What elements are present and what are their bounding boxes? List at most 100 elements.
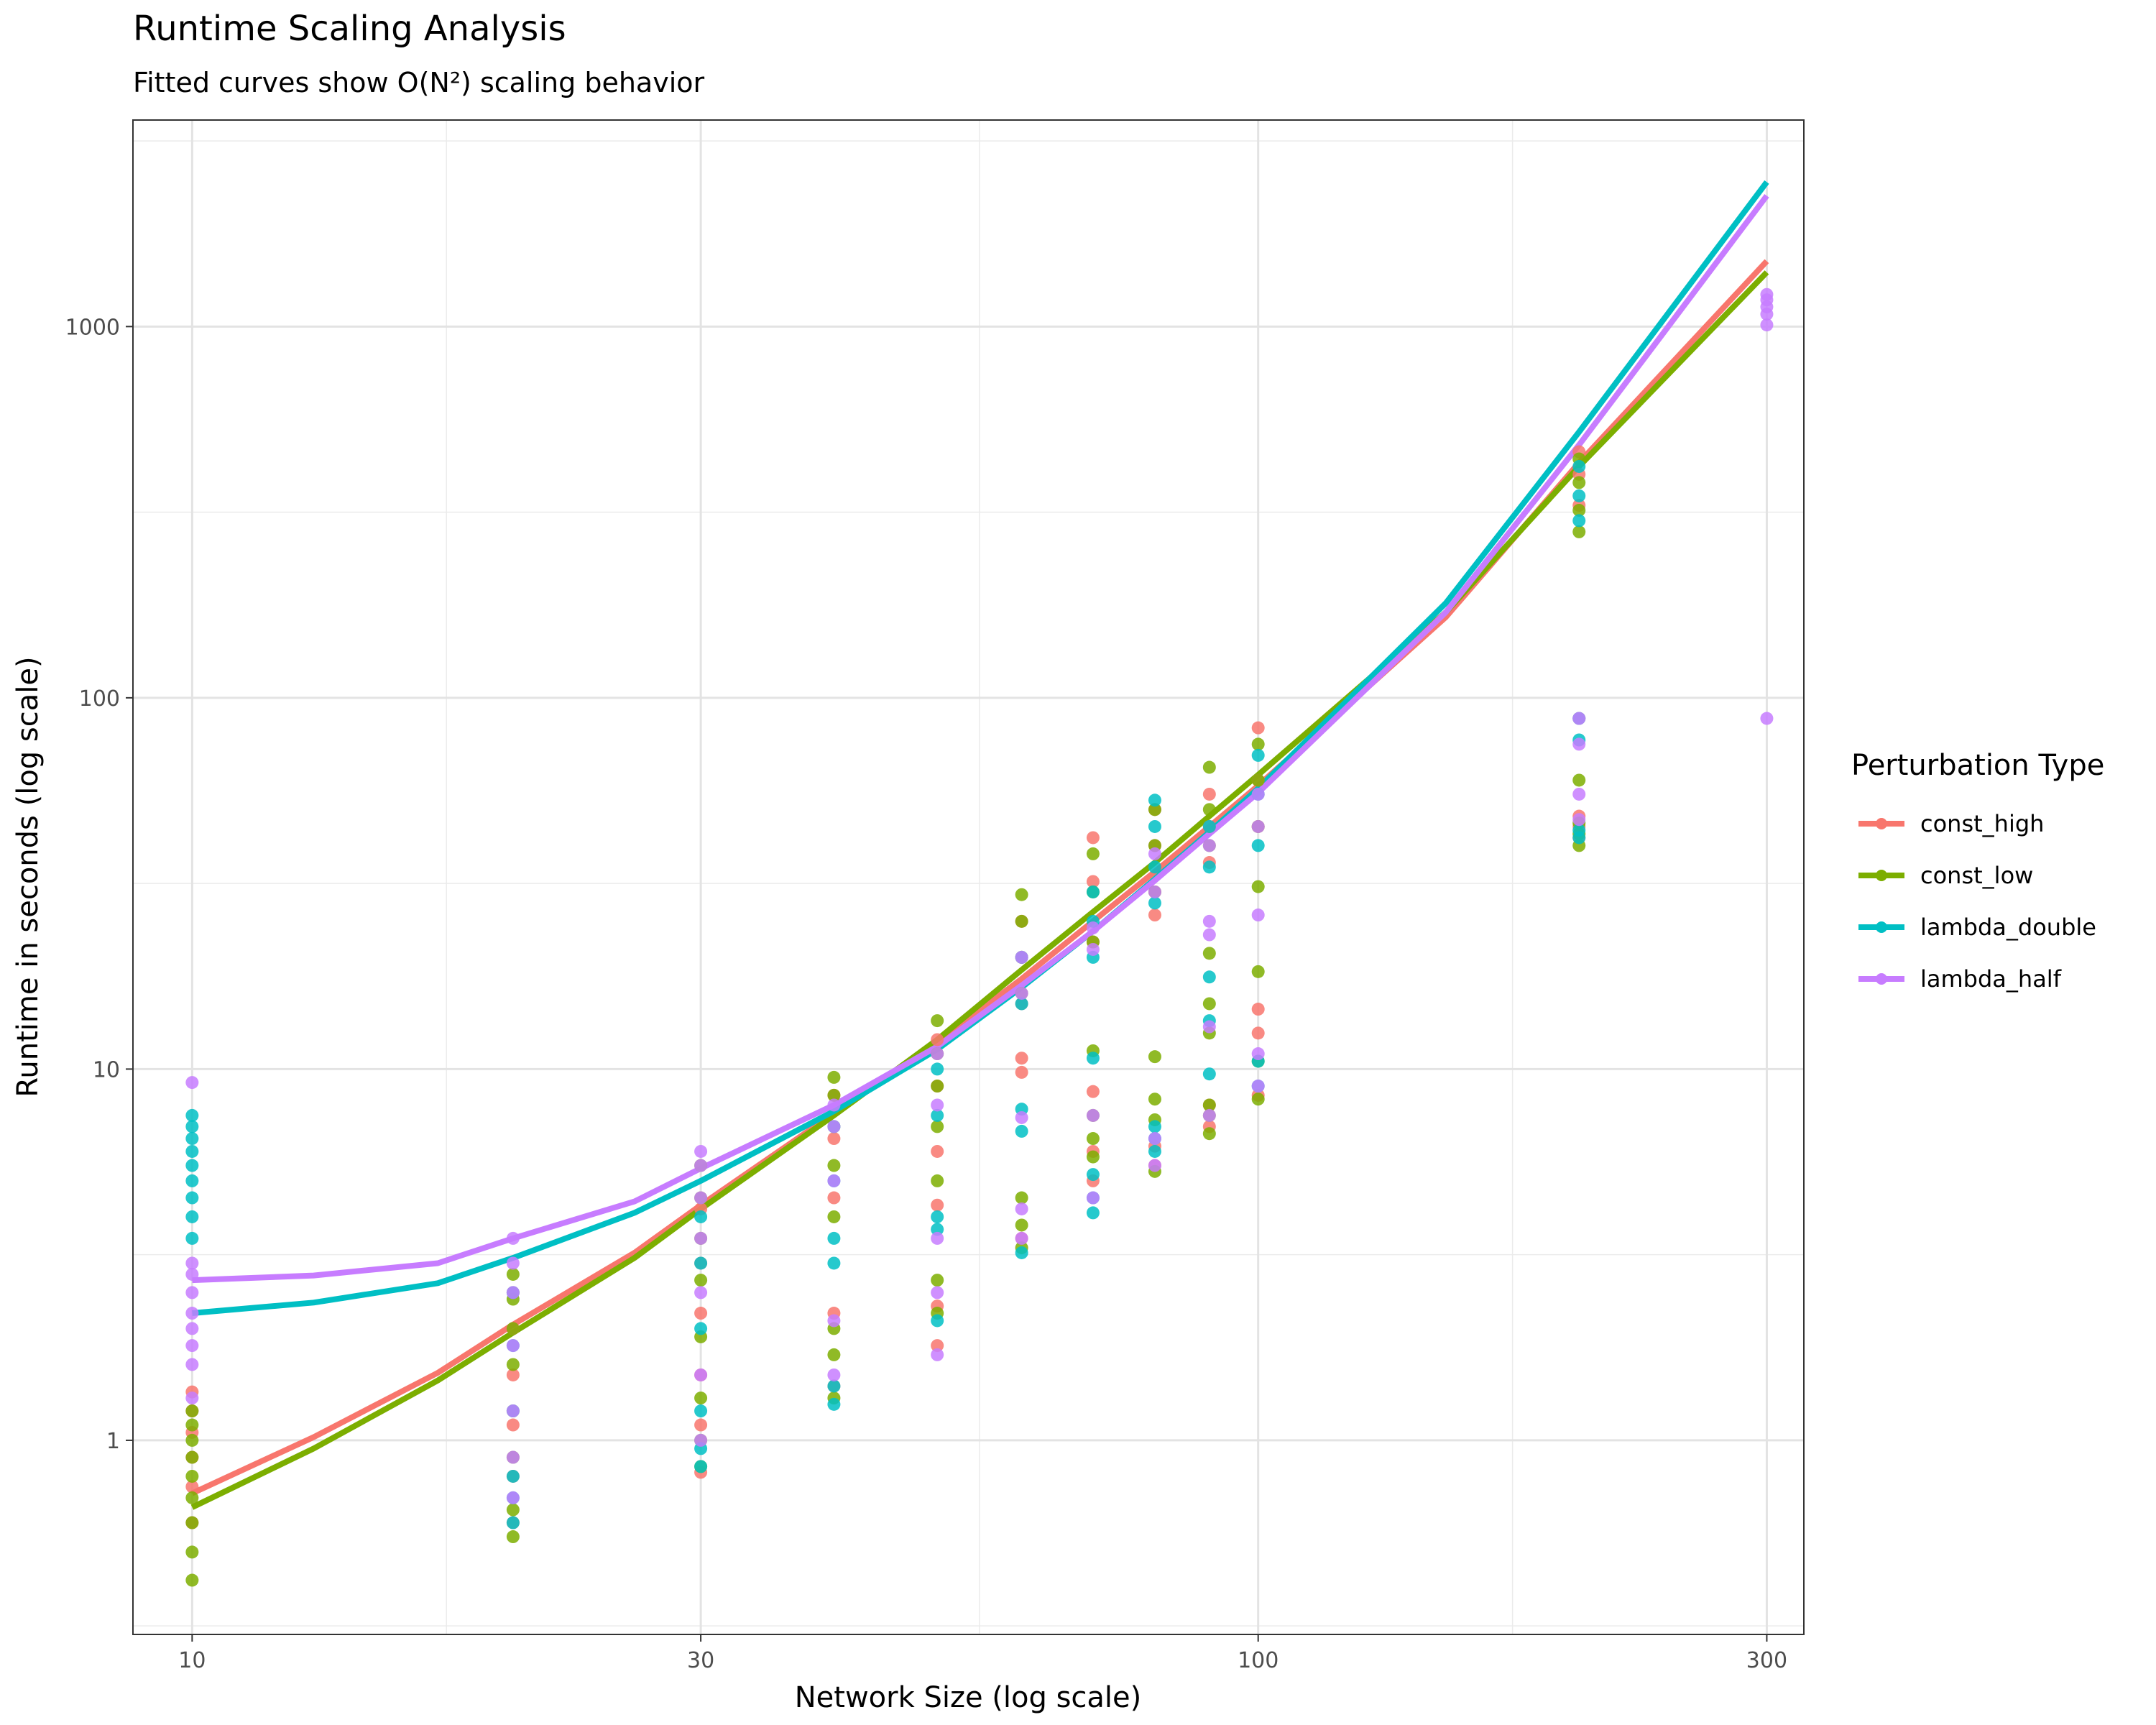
legend-key-point-const_high	[1876, 818, 1887, 829]
data-point-lambda_half	[1086, 1108, 1100, 1122]
data-point-const_high	[694, 1418, 708, 1432]
data-point-const_high	[931, 1339, 944, 1353]
data-point-const_low	[931, 1080, 944, 1093]
x-axis: 10 30 100 300	[178, 1634, 1787, 1673]
y-axis: 1 10 100 1000	[65, 315, 133, 1454]
data-point-const_low	[185, 1516, 199, 1530]
data-point-lambda_half	[185, 1358, 199, 1371]
data-point-lambda_half	[185, 1286, 199, 1300]
data-point-const_low	[185, 1404, 199, 1418]
grid-lines	[133, 120, 1804, 1634]
data-point-lambda_half	[185, 1339, 199, 1353]
legend: Perturbation Type const_high const_lowlam…	[1851, 749, 2104, 993]
data-point-const_high	[506, 1368, 520, 1381]
data-point-lambda_double	[827, 1256, 841, 1270]
data-point-lambda_half	[1148, 885, 1161, 898]
data-point-const_low	[1015, 1218, 1028, 1232]
data-point-const_low	[1572, 525, 1586, 538]
data-point-lambda_half	[931, 1047, 944, 1061]
data-point-lambda_half	[1251, 908, 1265, 922]
data-point-const_high	[827, 1132, 841, 1146]
data-points	[185, 288, 1774, 1587]
data-point-lambda_double	[185, 1191, 199, 1205]
legend-label-lambda_double: lambda_double	[1920, 914, 2096, 941]
data-point-lambda_half	[506, 1286, 520, 1300]
data-point-lambda_half	[506, 1339, 520, 1353]
data-point-lambda_half	[185, 1307, 199, 1320]
data-point-lambda_double	[931, 1062, 944, 1076]
data-point-lambda_half	[1086, 942, 1100, 956]
data-point-lambda_half	[827, 1174, 841, 1187]
data-point-const_high	[506, 1418, 520, 1432]
chart-subtitle: Fitted curves show O(N²) scaling behavio…	[133, 67, 705, 98]
data-point-const_low	[1148, 803, 1161, 816]
data-point-lambda_half	[694, 1231, 708, 1245]
data-point-const_high	[694, 1307, 708, 1320]
data-point-const_low	[1086, 1150, 1100, 1164]
data-point-lambda_double	[1572, 489, 1586, 502]
legend-label-lambda_half: lambda_half	[1920, 965, 2062, 993]
plot-panel	[133, 120, 1804, 1634]
y-axis-title: Runtime in seconds (log scale)	[11, 656, 45, 1097]
data-point-lambda_half	[185, 1076, 199, 1090]
data-point-const_low	[1202, 803, 1216, 816]
data-point-const_high	[1251, 721, 1265, 735]
data-point-const_low	[185, 1491, 199, 1504]
data-point-const_low	[931, 1120, 944, 1133]
data-point-lambda_double	[931, 1223, 944, 1236]
data-point-const_low	[694, 1274, 708, 1287]
legend-label-const_high: const_high	[1920, 810, 2044, 837]
data-point-lambda_double	[506, 1516, 520, 1530]
data-point-lambda_double	[1202, 819, 1216, 833]
data-point-lambda_half	[1202, 839, 1216, 852]
data-point-lambda_half	[1148, 1159, 1161, 1172]
data-point-lambda_half	[931, 1231, 944, 1245]
data-point-lambda_half	[1015, 1231, 1028, 1245]
data-point-lambda_half	[506, 1450, 520, 1464]
data-point-const_high	[931, 1144, 944, 1158]
data-point-lambda_double	[827, 1379, 841, 1393]
data-point-lambda_half	[1760, 288, 1774, 301]
data-point-const_high	[1086, 1085, 1100, 1098]
legend-key-point-const_low	[1876, 870, 1887, 881]
data-point-lambda_half	[1572, 787, 1586, 801]
x-tick-label: 30	[687, 1648, 714, 1673]
data-point-lambda_half	[694, 1286, 708, 1300]
data-point-const_low	[1251, 1092, 1265, 1106]
data-point-lambda_double	[185, 1210, 199, 1223]
data-point-lambda_double	[1086, 885, 1100, 898]
data-point-lambda_half	[1202, 1020, 1216, 1034]
data-point-lambda_double	[694, 1404, 708, 1418]
data-point-lambda_double	[1148, 1144, 1161, 1158]
data-point-lambda_half	[1202, 1108, 1216, 1122]
data-point-lambda_double	[1148, 819, 1161, 833]
data-point-const_low	[506, 1503, 520, 1517]
data-point-const_low	[1251, 737, 1265, 751]
data-point-const_high	[185, 1480, 199, 1494]
data-point-const_low	[1251, 773, 1265, 787]
data-point-lambda_half	[1202, 914, 1216, 928]
data-point-lambda_half	[1251, 1080, 1265, 1093]
data-point-lambda_half	[506, 1404, 520, 1418]
data-point-lambda_half	[827, 1120, 841, 1133]
data-point-const_low	[1202, 947, 1216, 960]
data-point-const_low	[1202, 997, 1216, 1011]
x-tick-label: 300	[1746, 1648, 1787, 1673]
data-point-lambda_half	[185, 1267, 199, 1281]
chart-title: Runtime Scaling Analysis	[133, 9, 566, 49]
data-point-lambda_double	[694, 1322, 708, 1335]
data-point-const_low	[1202, 1127, 1216, 1141]
data-point-lambda_half	[185, 1322, 199, 1335]
data-point-lambda_half	[1251, 787, 1265, 801]
data-point-lambda_half	[694, 1433, 708, 1447]
data-point-const_low	[931, 1274, 944, 1287]
y-tick-label: 100	[79, 686, 120, 712]
data-point-lambda_double	[1251, 748, 1265, 762]
data-point-lambda_double	[1148, 860, 1161, 874]
data-point-lambda_half	[1015, 986, 1028, 1000]
data-point-lambda_double	[506, 1469, 520, 1483]
data-point-lambda_double	[1015, 997, 1028, 1011]
data-point-lambda_half	[1202, 928, 1216, 942]
data-point-lambda_half	[1760, 712, 1774, 725]
